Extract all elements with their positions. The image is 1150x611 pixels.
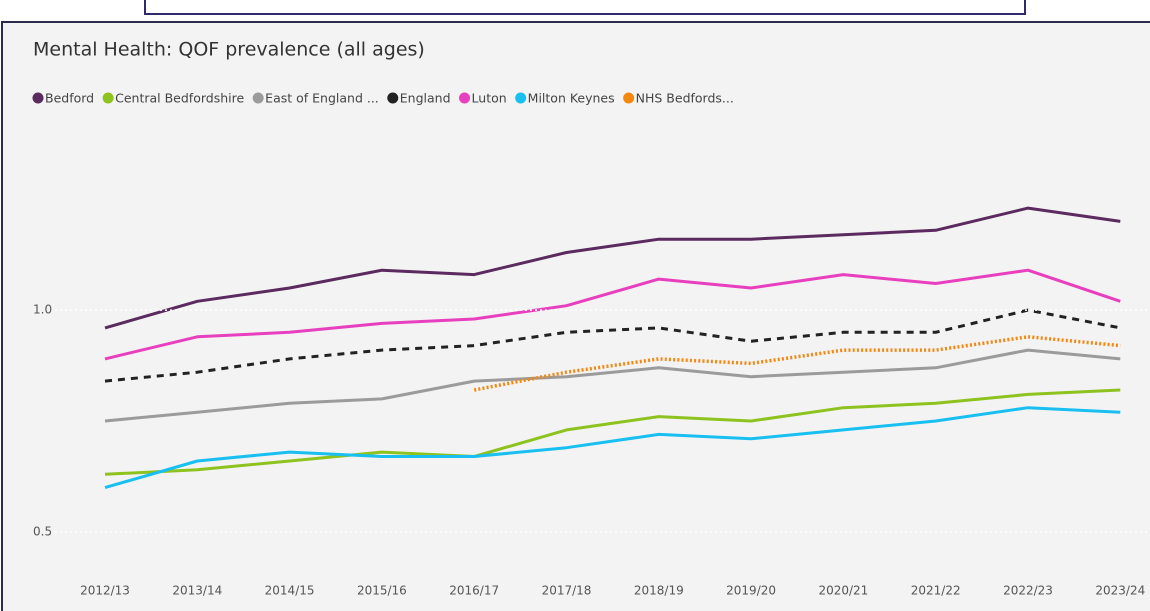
plot-area <box>104 206 1121 490</box>
series-line <box>104 388 1121 476</box>
legend-label: Milton Keynes <box>528 91 615 106</box>
x-tick-label: 2021/22 <box>911 584 961 598</box>
x-tick-label: 2020/21 <box>818 584 868 598</box>
legend-marker <box>102 92 114 104</box>
series-line <box>473 335 1121 392</box>
x-tick-label: 2017/18 <box>542 584 592 598</box>
series-line <box>104 268 1121 361</box>
series-line <box>104 406 1121 490</box>
y-tick-label: 0.5 <box>33 524 52 538</box>
legend: Bedford Central Bedfordshire East of Engla… <box>32 91 734 106</box>
legend-marker <box>515 92 527 104</box>
x-tick-label: 2013/14 <box>172 584 222 598</box>
x-tick-label: 2014/15 <box>265 584 315 598</box>
y-tick-label: 1.0 <box>33 303 52 317</box>
series-line <box>104 206 1121 330</box>
x-tick-label: 2016/17 <box>449 584 499 598</box>
legend-label: NHS Bedfords... <box>636 91 734 106</box>
x-tick-label: 2015/16 <box>357 584 407 598</box>
legend-marker <box>459 92 471 104</box>
series-line <box>104 308 1121 383</box>
top-frame <box>144 0 1026 15</box>
x-tick-label: 2012/13 <box>80 584 130 598</box>
legend-marker <box>32 92 44 104</box>
series-line <box>104 348 1121 423</box>
x-tick-label: 2019/20 <box>726 584 776 598</box>
legend-marker <box>387 92 399 104</box>
legend-label: Central Bedfordshire <box>115 91 244 106</box>
legend-label: Luton <box>472 91 507 106</box>
legend-label: England <box>400 91 451 106</box>
x-tick-label: 2022/23 <box>1003 584 1053 598</box>
x-tick-label: 2023/24 <box>1095 584 1145 598</box>
visual-panel <box>1 21 1150 611</box>
legend-label: East of England ... <box>265 91 379 106</box>
legend-marker <box>252 92 264 104</box>
chart-title: Mental Health: QOF prevalence (all ages) <box>33 39 425 61</box>
legend-marker <box>623 92 635 104</box>
legend-label: Bedford <box>45 91 94 106</box>
x-tick-label: 2018/19 <box>634 584 684 598</box>
